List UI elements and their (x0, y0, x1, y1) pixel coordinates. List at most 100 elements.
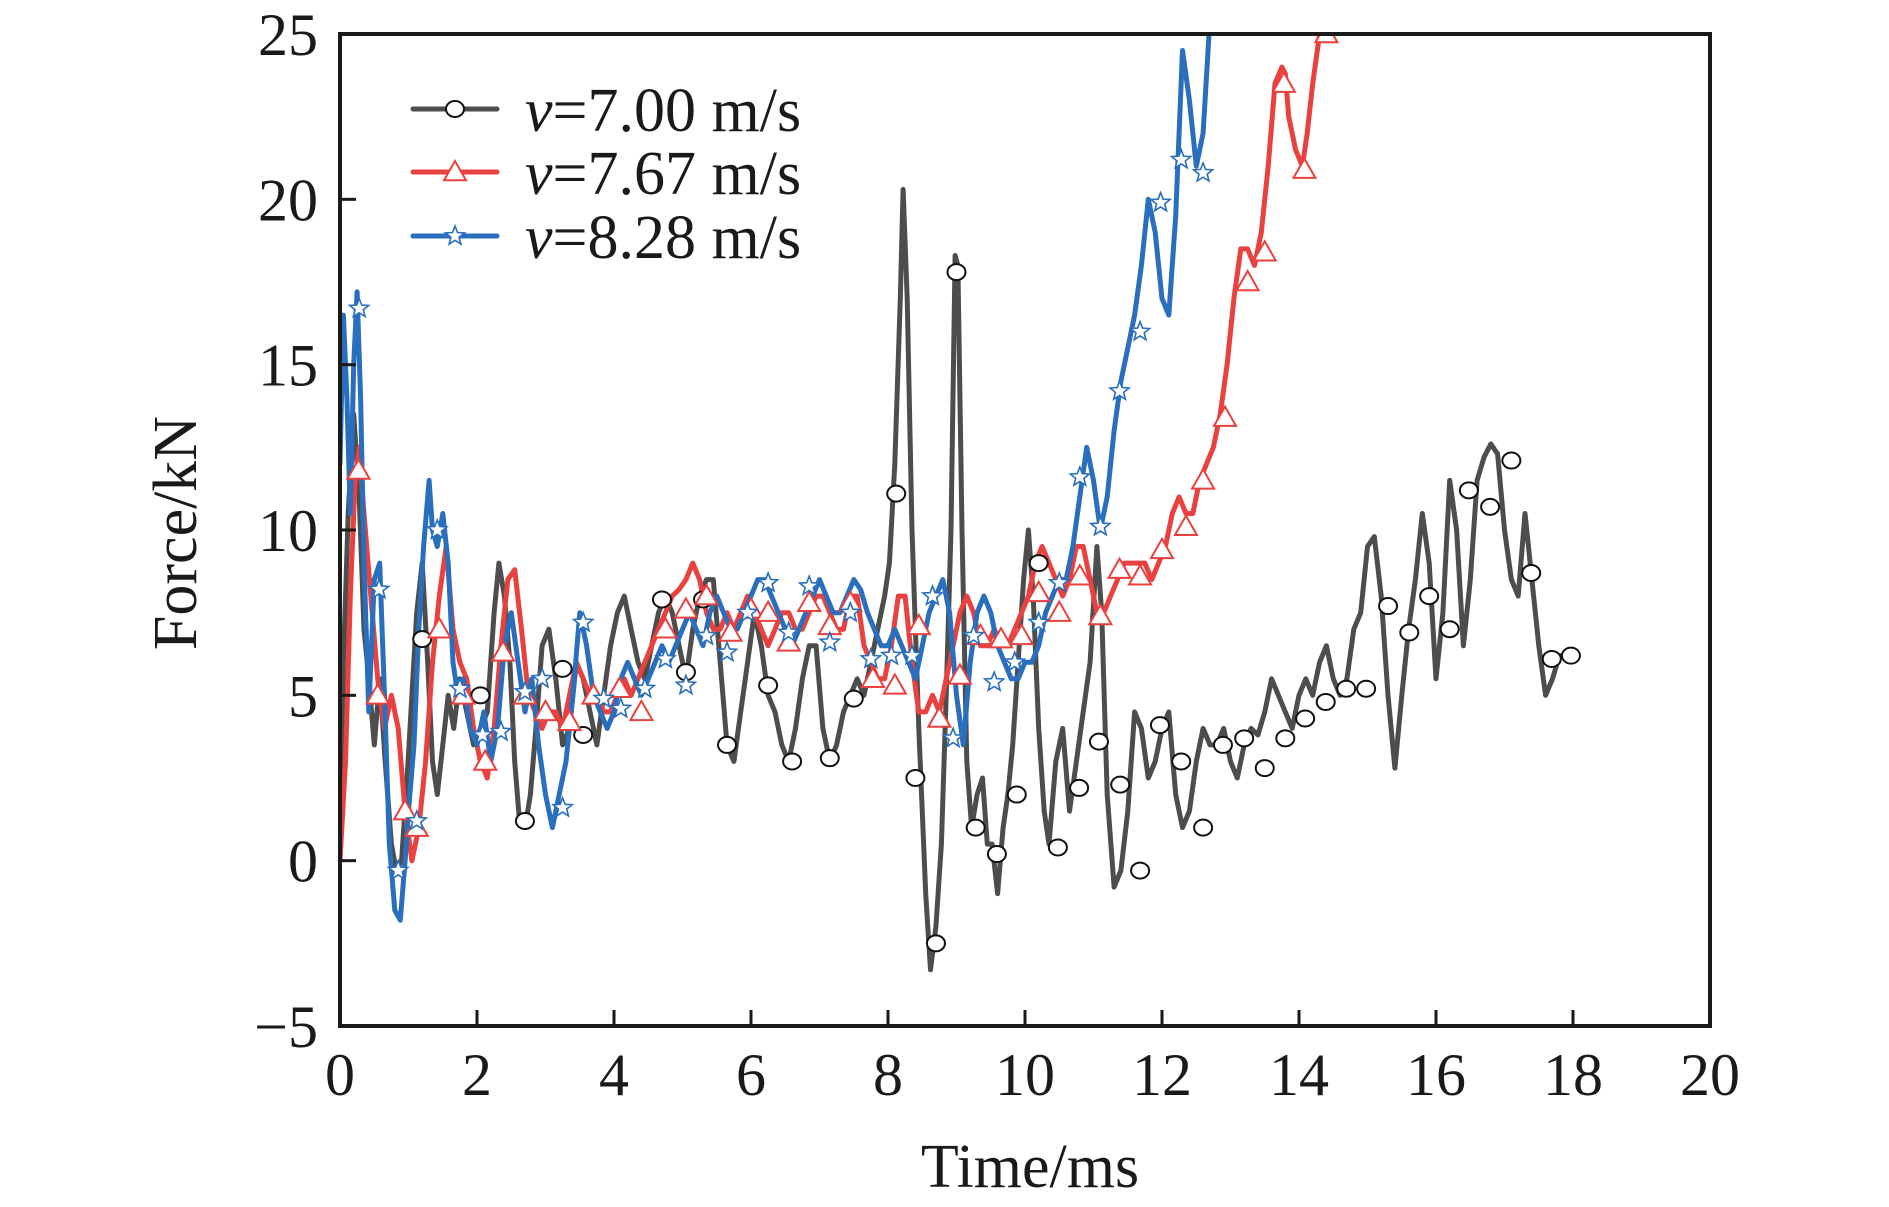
series-1-marker (1419, 587, 1440, 606)
y-axis: −5 0 5 10 15 20 25 (254, 2, 356, 1060)
series-1-marker (412, 630, 433, 649)
series-1-marker (1234, 729, 1255, 748)
series-2-marker (988, 626, 1014, 649)
series-2-marker (1087, 602, 1114, 626)
series-3-marker (550, 795, 575, 818)
series-3-marker (1169, 147, 1193, 170)
series-3-marker (425, 517, 449, 540)
series-line-1 (340, 186, 1569, 973)
series-2-marker (1271, 70, 1297, 93)
series-3-marker (489, 719, 513, 742)
series-2-marker (926, 705, 953, 728)
series-2-marker (532, 698, 559, 722)
series-3-marker (900, 643, 924, 666)
series-2-marker (345, 457, 372, 480)
y-tick-label: 25 (258, 2, 318, 68)
series-2-marker (1173, 513, 1199, 536)
series-3-marker (367, 577, 391, 600)
series-2-marker (1252, 239, 1278, 262)
series-1-marker (1458, 481, 1479, 500)
series-2-marker (1046, 599, 1072, 622)
series-1-marker (1069, 778, 1090, 797)
series-3-marker (1003, 650, 1027, 673)
x-tick-label: 0 (325, 1042, 355, 1108)
y-tick-label: 5 (288, 663, 318, 729)
series-2-marker (1008, 622, 1035, 646)
series-1-marker (1541, 649, 1562, 668)
series-1-marker (1047, 838, 1068, 857)
series-3-marker (1191, 160, 1215, 183)
series-3-marker (879, 643, 904, 666)
series-2-marker (392, 798, 418, 821)
series-1-marker (843, 689, 864, 708)
series-3-marker (592, 686, 616, 709)
series-2-marker (1234, 268, 1261, 292)
series-3-marker (347, 296, 371, 319)
series-2-marker (1291, 156, 1318, 179)
y-axis-title: Force/kN (142, 416, 210, 650)
legend: v=7.00 m/sv=7.67 m/sv=8.28 m/s (410, 77, 801, 272)
y-tick-label: 15 (258, 333, 318, 399)
series-3-marker (1128, 319, 1152, 342)
series-2-marker (860, 665, 886, 689)
marker-clip-group (345, 34, 1581, 953)
series-3-marker (386, 858, 410, 881)
series-1-marker (1149, 716, 1170, 735)
marker-layer (345, 34, 1581, 953)
series-1-marker (925, 934, 946, 953)
x-tick-label: 20 (1680, 1042, 1740, 1108)
series-1-marker (886, 484, 907, 503)
series-2-marker (906, 612, 932, 636)
series-3-marker (797, 574, 821, 597)
series-1-marker (552, 659, 573, 678)
y-tick-label: 20 (258, 167, 318, 233)
series-1-marker (1212, 735, 1233, 754)
series-3-marker (1027, 610, 1051, 633)
series-3-marker (1047, 570, 1071, 593)
x-axis: 0 2 4 6 8 10 12 14 16 18 20 (325, 1010, 1740, 1108)
x-tick-label: 10 (995, 1042, 1055, 1108)
series-1-marker (1193, 818, 1214, 837)
series-1-marker (1501, 451, 1522, 470)
x-tick-label: 6 (736, 1042, 766, 1108)
x-tick-label: 2 (462, 1042, 492, 1108)
series-1-marker (514, 811, 535, 830)
series-1-marker (1088, 732, 1109, 751)
series-3-marker (609, 696, 633, 719)
series-3-marker (859, 646, 883, 669)
series-2-marker (1067, 563, 1093, 586)
series-3-marker (982, 669, 1006, 692)
series-2-marker (1106, 556, 1133, 579)
legend-item-3: v=8.28 m/s (410, 204, 801, 272)
series-2-marker (472, 748, 498, 771)
series-1-marker (1275, 729, 1296, 748)
series-2-marker (1127, 563, 1153, 586)
series-3-marker (1148, 190, 1173, 213)
series-2-marker (1212, 404, 1238, 427)
series-2-marker (652, 616, 679, 639)
x-tick-label: 14 (1269, 1042, 1329, 1108)
series-3-marker (941, 726, 965, 749)
series-2-marker (673, 596, 699, 619)
y-tick-label: 10 (258, 498, 318, 564)
series-3-marker (715, 640, 739, 663)
series-2-marker (1190, 467, 1216, 490)
series-1-marker (717, 735, 738, 754)
series-3-marker (694, 623, 719, 646)
x-tick-label: 4 (599, 1042, 629, 1108)
series-1-marker (1336, 679, 1357, 698)
series-1-marker (1171, 752, 1192, 771)
series-3-marker (405, 808, 429, 831)
series-1-marker (1378, 597, 1399, 616)
series-2-marker (1149, 536, 1175, 560)
series-1-marker (758, 676, 779, 695)
series-1-marker (986, 845, 1007, 864)
series-1-marker (965, 818, 986, 837)
series-3-marker (1088, 514, 1113, 537)
series-1-marker (1295, 709, 1316, 728)
series-1-marker (1254, 759, 1275, 778)
x-tick-label: 12 (1132, 1042, 1192, 1108)
series-2-marker (717, 619, 744, 642)
series-3-marker (777, 620, 801, 643)
